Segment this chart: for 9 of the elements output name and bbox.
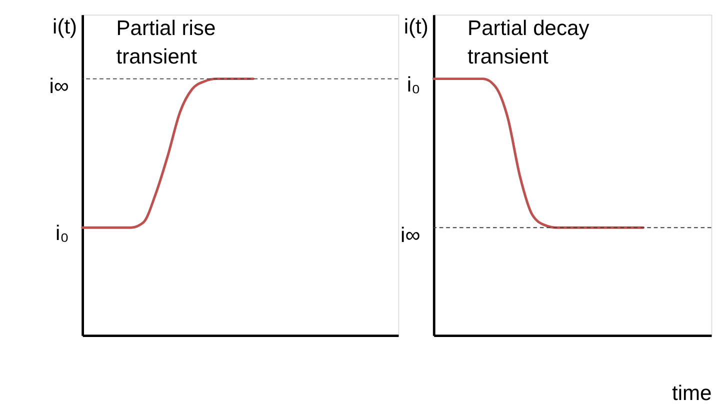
x-axis-title: time [672,382,712,405]
ref-line-label: i∞ [400,224,420,247]
ref-line-label: i∞ [49,75,69,98]
chart-title: Partial rise transient [116,16,216,68]
y-axis-title: i(t) [52,15,78,38]
text: i₀ [406,73,420,96]
y-axis-title: i(t) [404,15,428,38]
text: i₀ [56,222,69,246]
chart-title: Partial decay transient [468,16,590,68]
